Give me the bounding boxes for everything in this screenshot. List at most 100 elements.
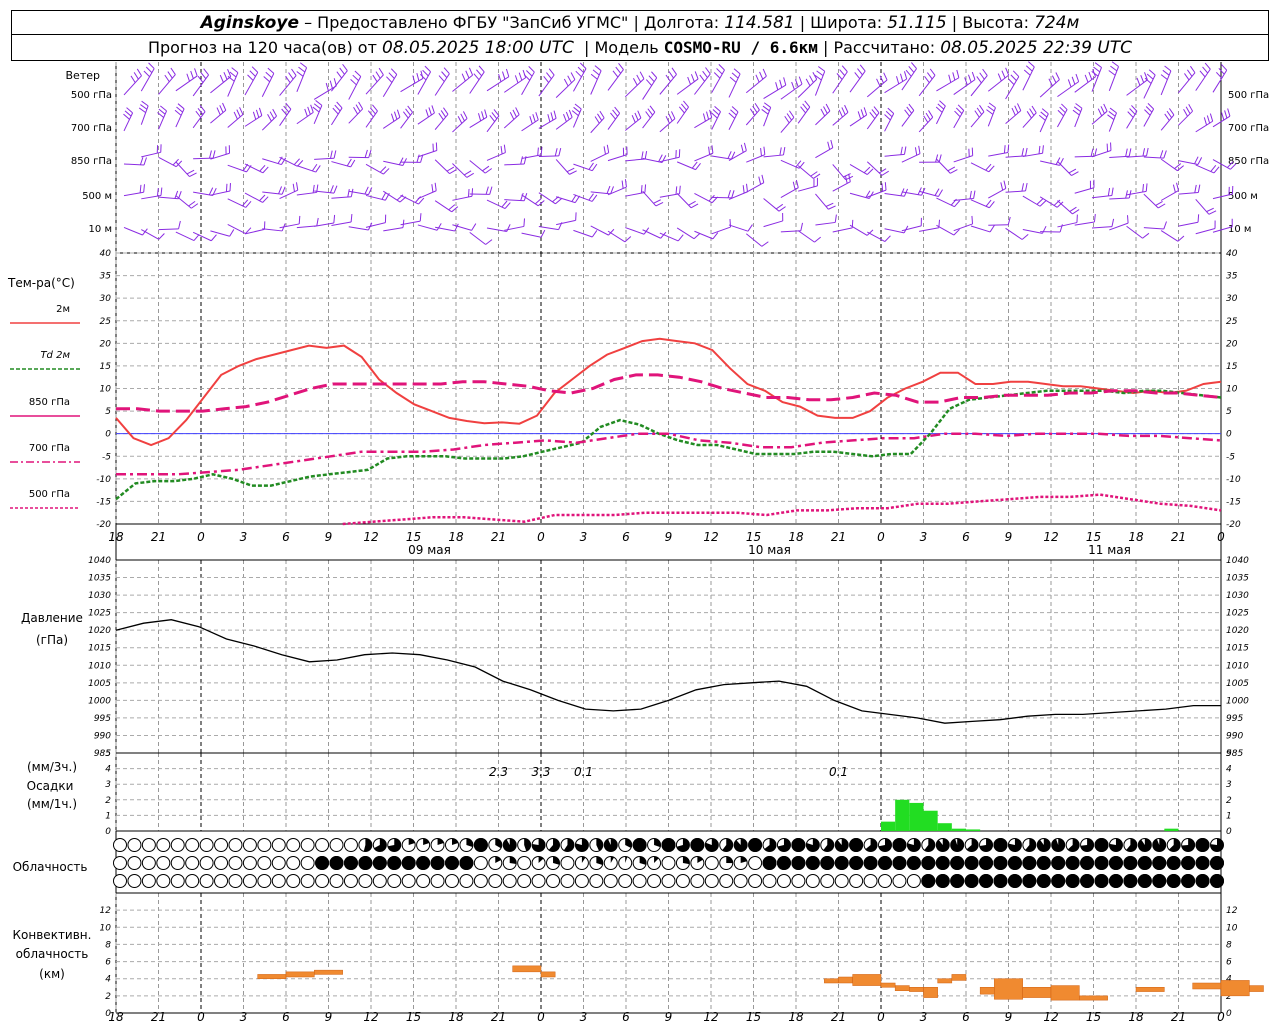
wind-barb-feather (988, 165, 995, 173)
hour-tick-label-bottom: 15 (406, 1010, 421, 1024)
wind-barb-feather (263, 76, 270, 83)
wind-barb-feather (567, 75, 572, 84)
convective-bar (994, 978, 1023, 1000)
hour-tick-label: 18 (108, 530, 124, 544)
cloud-symbol (878, 874, 893, 888)
cloud-symbol-fill (1051, 856, 1066, 870)
wind-barb-feather (612, 70, 619, 78)
wind-barb-feather (350, 159, 356, 168)
wind-barb-feather (1012, 70, 1020, 77)
wind-barb-feather (178, 220, 181, 229)
wind-barb-feather (333, 185, 338, 194)
conv-ytick-left: 8 (105, 940, 111, 950)
wind-barb-feather (782, 146, 786, 156)
wind-barb-feather (468, 67, 474, 76)
cloud-symbol (170, 838, 185, 852)
cloud-symbol-fill (924, 838, 935, 852)
wind-barb-shaft (572, 68, 587, 92)
wind-barb-feather (402, 219, 405, 228)
cloud-symbol (473, 856, 488, 870)
wind-barb-feather (1097, 108, 1103, 117)
cloud-symbol-fill (459, 856, 474, 870)
wind-barb-shaft (746, 182, 765, 193)
wind-barb-feather (1014, 105, 1019, 114)
cloud-symbol-fill (921, 856, 936, 870)
wind-barb-feather (312, 106, 320, 113)
cloud-symbol (560, 856, 575, 870)
wind-barb-feather (1224, 110, 1228, 119)
cloud-symbol-fill (343, 856, 358, 870)
wind-barb-shaft (1195, 68, 1211, 91)
wind-barb-feather (690, 203, 699, 209)
wind-barb-shaft (486, 152, 506, 161)
wind-barb-feather (711, 112, 718, 119)
pres-ytick-right: 1040 (1226, 556, 1249, 566)
wind-barb-shaft (936, 77, 960, 92)
wind-barb-feather (143, 157, 147, 166)
wind-barb-feather (170, 67, 176, 75)
hour-tick-label-bottom: 3 (580, 1010, 588, 1024)
conv-ytick-left: 4 (105, 975, 111, 985)
wind-barb-feather (908, 66, 915, 73)
wind-barb-feather (1174, 163, 1182, 170)
series-700hpa (116, 432, 1222, 476)
wind-barb-shaft (417, 224, 438, 231)
wind-barb-feather (269, 111, 275, 119)
wind-barb-shaft (140, 68, 155, 92)
cloud-symbol (661, 874, 676, 888)
wind-barb-feather (805, 78, 811, 87)
wind-barb-feather (537, 147, 539, 156)
wind-barb-feather (540, 229, 546, 238)
wind-barb-feather (398, 157, 404, 165)
wind-barb-feather (618, 62, 624, 70)
wind-barb-shaft (365, 222, 386, 228)
wind-barb-feather (259, 194, 266, 202)
conv-ytick-right: 4 (1226, 975, 1232, 985)
wind-barb-shaft (676, 161, 696, 171)
cloud-symbol (517, 856, 532, 870)
wind-barb-shaft (970, 75, 988, 97)
wind-barb-shaft (642, 190, 657, 207)
wind-barb-feather (730, 109, 737, 116)
cloud-symbol-fill (654, 856, 659, 863)
wind-barb-shaft (279, 75, 297, 96)
wind-barb-shaft (486, 76, 510, 92)
wind-barb-feather (412, 75, 416, 84)
wind-barb-feather (1194, 156, 1199, 165)
cloud-symbol-fill (1168, 838, 1181, 852)
wind-barb-shaft (676, 78, 699, 95)
wind-barb-shaft (590, 70, 602, 95)
wind-barb-feather (388, 72, 395, 79)
conv-ytick-right: 8 (1226, 940, 1232, 950)
wind-barb-feather (1146, 147, 1149, 156)
wind-barb-feather (1142, 232, 1150, 239)
hour-tick-label: 21 (831, 530, 846, 544)
wind-barb-feather (186, 169, 195, 175)
cloud-symbol (271, 838, 286, 852)
wind-barb-feather (603, 146, 606, 155)
wind-barb-shaft (815, 193, 829, 210)
wind-barb-feather (315, 100, 323, 106)
cloud-symbol (257, 874, 272, 888)
wind-barb-feather (446, 166, 455, 172)
wind-barb-feather (1163, 221, 1167, 230)
wind-barb-feather (197, 107, 204, 115)
cloud-symbol-fill (878, 856, 893, 870)
wind-barb-shaft (331, 221, 352, 226)
cloud-symbol (863, 874, 878, 888)
wind-barb-feather (926, 72, 933, 80)
wind-barb-feather (438, 112, 444, 121)
wind-barb-feather (761, 241, 769, 247)
wind-barb-shaft (659, 232, 679, 242)
hour-tick-label: 6 (622, 530, 630, 544)
day-label: 09 мая (408, 543, 451, 557)
wind-barb-feather (795, 160, 802, 168)
wind-barb-feather (191, 203, 199, 209)
conv-ytick-right: 10 (1226, 923, 1238, 933)
wind-level-label-right: 850 гПа (1228, 156, 1269, 167)
wind-barb-feather (1109, 107, 1117, 114)
wind-barb-feather (574, 103, 582, 110)
wind-barb-feather (1100, 106, 1105, 114)
cloud-symbol-fill (966, 838, 979, 852)
wind-barb-feather (1129, 108, 1136, 115)
